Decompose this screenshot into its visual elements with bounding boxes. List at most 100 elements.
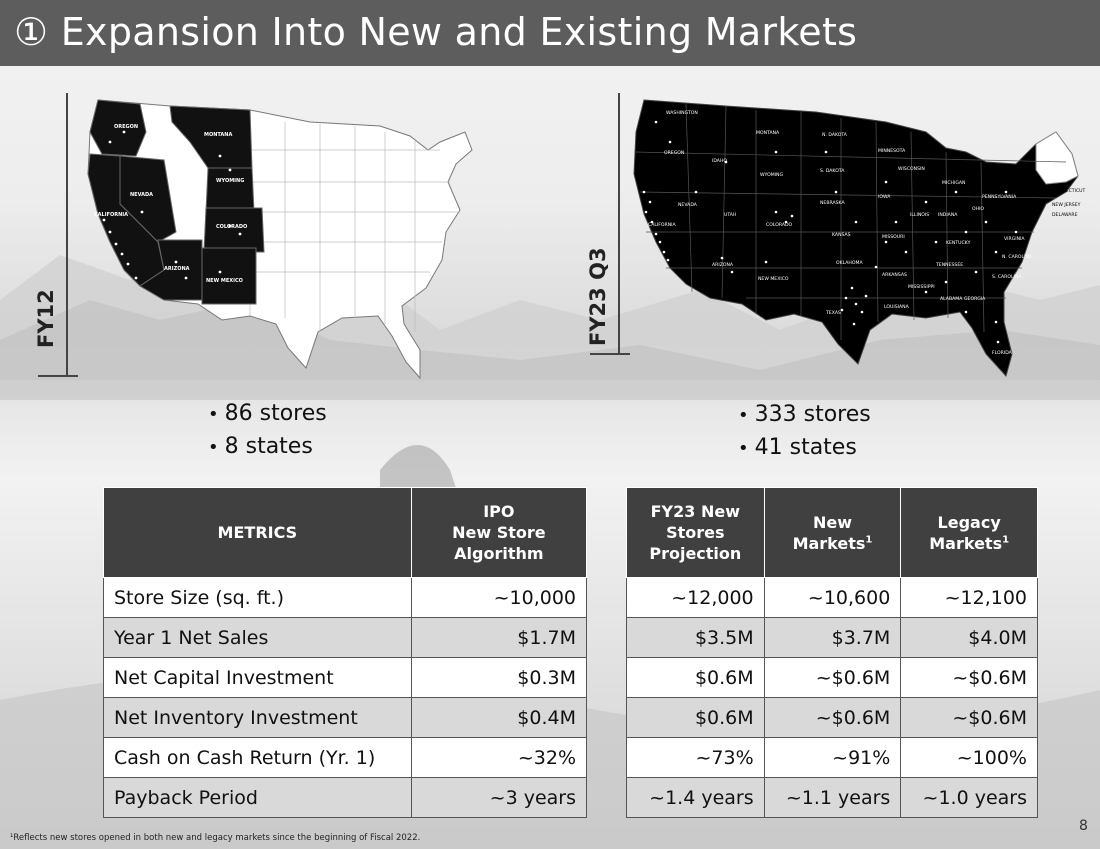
metric-value-cell: ~100% <box>900 737 1038 778</box>
map-label-california: CALIFORNIA <box>94 212 128 218</box>
metric-value-cell: $4.0M <box>900 617 1038 658</box>
map-label-colorado-2: COLORADO <box>766 222 793 228</box>
map-label-georgia: GEORGIA <box>964 296 986 302</box>
table-row: $0.6M ~$0.6M ~$0.6M <box>626 697 1038 738</box>
metric-label-cell: Year 1 Net Sales <box>103 617 412 658</box>
map-label-new-jersey: NEW JERSEY <box>1052 202 1081 208</box>
metric-value-cell: ~$0.6M <box>900 657 1038 698</box>
header-metrics: METRICS <box>103 487 412 578</box>
left-state-count: 8 states <box>208 431 327 464</box>
table-row: Store Size (sq. ft.) ~10,000 <box>103 577 588 618</box>
metric-value-cell: ~10,600 <box>763 577 902 618</box>
slide-title: ① Expansion Into New and Existing Market… <box>14 10 858 54</box>
metric-value-cell: ~1.4 years <box>626 777 765 818</box>
map-label-oregon: OREGON <box>114 124 138 130</box>
map-label-montana: MONTANA <box>204 132 232 138</box>
metric-value-cell: ~32% <box>410 737 588 778</box>
map-label-virginia: VIRGINIA <box>1004 236 1025 242</box>
map-label-nevada-2: NEVADA <box>678 202 698 208</box>
metric-label-cell: Store Size (sq. ft.) <box>103 577 412 618</box>
fy12-us-map: OREGON MONTANA WYOMING NEVADA CALIFORNIA… <box>87 99 473 380</box>
metric-value-cell: ~1.1 years <box>763 777 902 818</box>
metric-value-cell: ~12,100 <box>900 577 1038 618</box>
map-label-wyoming-2: WYOMING <box>760 172 783 178</box>
metric-value-cell: $1.7M <box>410 617 588 658</box>
header-legacy-markets: Legacy Markets1 <box>900 487 1038 578</box>
map-label-tennessee: TENNESSEE <box>935 262 963 268</box>
metric-label-cell: Net Inventory Investment <box>103 697 412 738</box>
map-label-kentucky: KENTUCKY <box>946 240 971 246</box>
right-map-axis-line <box>618 93 620 355</box>
metric-value-cell: $0.6M <box>626 657 765 698</box>
metric-value-cell: ~$0.6M <box>900 697 1038 738</box>
map-label-wyoming: WYOMING <box>216 178 244 184</box>
metric-value-cell: $3.5M <box>626 617 765 658</box>
map-label-louisiana: LOUISIANA <box>884 304 910 310</box>
table-row: Net Inventory Investment $0.4M <box>103 697 588 738</box>
map-label-missouri: MISSOURI <box>882 234 905 240</box>
metric-value-cell: ~$0.6M <box>763 697 902 738</box>
table-row: Cash on Cash Return (Yr. 1) ~32% <box>103 737 588 778</box>
map-label-n-carolina: N. CAROLINA <box>1002 254 1033 260</box>
map-label-mississippi: MISSISSIPPI <box>908 284 935 290</box>
map-label-oklahoma: OKLAHOMA <box>836 260 863 266</box>
map-label-kansas: KANSAS <box>832 232 851 238</box>
map-label-idaho: IDAHO <box>712 158 727 164</box>
metric-value-cell: $3.7M <box>763 617 902 658</box>
map-label-florida: FLORIDA <box>992 350 1013 356</box>
map-label-montana-2: MONTANA <box>756 130 780 136</box>
table-row: $0.6M ~$0.6M ~$0.6M <box>626 657 1038 698</box>
map-label-n-dakota: N. DAKOTA <box>822 132 848 138</box>
left-period-label: FY12 <box>34 289 58 348</box>
left-map-axis-line <box>66 93 68 377</box>
map-label-wisconsin: WISCONSIN <box>898 166 925 172</box>
right-state-count: 41 states <box>738 432 871 465</box>
map-label-california-2: CALIFORNIA <box>648 222 677 228</box>
metric-value-cell: ~3 years <box>410 777 588 818</box>
fy23-projection-table: FY23 New Stores Projection New Markets1 … <box>626 487 1038 818</box>
metric-value-cell: ~$0.6M <box>763 657 902 698</box>
metric-value-cell: ~1.0 years <box>900 777 1038 818</box>
metric-value-cell: ~12,000 <box>626 577 765 618</box>
map-label-arizona-2: ARIZONA <box>712 262 734 268</box>
right-store-count: 333 stores <box>738 399 871 432</box>
header-ipo-algorithm: IPO New Store Algorithm <box>410 487 588 578</box>
metric-value-cell: ~91% <box>763 737 902 778</box>
right-map-axis-tick <box>590 353 630 355</box>
right-map-stats: 333 stores 41 states <box>738 399 871 465</box>
map-label-michigan: MICHIGAN <box>942 180 965 186</box>
right-period-label: FY23 Q3 <box>586 247 610 346</box>
map-label-oregon-2: OREGON <box>664 150 684 156</box>
map-label-colorado: COLORADO <box>216 224 247 230</box>
metric-label-cell: Net Capital Investment <box>103 657 412 698</box>
left-store-count: 86 stores <box>208 398 327 431</box>
map-label-new-mexico: NEW MEXICO <box>206 278 243 284</box>
header-fy23-projection: FY23 New Stores Projection <box>626 487 765 578</box>
metric-label-cell: Cash on Cash Return (Yr. 1) <box>103 737 412 778</box>
map-label-nebraska: NEBRASKA <box>820 200 845 206</box>
map-label-ohio: OHIO <box>972 206 984 212</box>
metric-value-cell: $0.6M <box>626 697 765 738</box>
metric-value-cell: $0.3M <box>410 657 588 698</box>
map-label-delaware: DELAWARE <box>1052 212 1078 218</box>
table-row: Year 1 Net Sales $1.7M <box>103 617 588 658</box>
table-row: Payback Period ~3 years <box>103 777 588 818</box>
left-map-stats: 86 stores 8 states <box>208 398 327 464</box>
title-bar <box>0 0 1100 66</box>
ipo-metrics-table: METRICS IPO New Store Algorithm Store Si… <box>103 487 588 818</box>
header-new-markets: New Markets1 <box>763 487 902 578</box>
map-label-arizona: ARIZONA <box>164 266 190 272</box>
map-label-connecticut: CONNECTICUT <box>1052 188 1086 194</box>
table-row: Net Capital Investment $0.3M <box>103 657 588 698</box>
map-label-arkansas: ARKANSAS <box>882 272 907 278</box>
table-row: ~1.4 years ~1.1 years ~1.0 years <box>626 777 1038 818</box>
table-row: $3.5M $3.7M $4.0M <box>626 617 1038 658</box>
map-label-washington: WASHINGTON <box>666 110 698 116</box>
page-number: 8 <box>1079 818 1088 834</box>
table-row: ~73% ~91% ~100% <box>626 737 1038 778</box>
map-label-iowa: IOWA <box>878 194 891 200</box>
map-label-texas: TEXAS <box>825 310 841 316</box>
map-label-utah: UTAH <box>724 212 736 218</box>
left-map-axis-tick <box>38 375 78 377</box>
map-label-s-carolina: S. CAROLINA <box>992 274 1022 280</box>
